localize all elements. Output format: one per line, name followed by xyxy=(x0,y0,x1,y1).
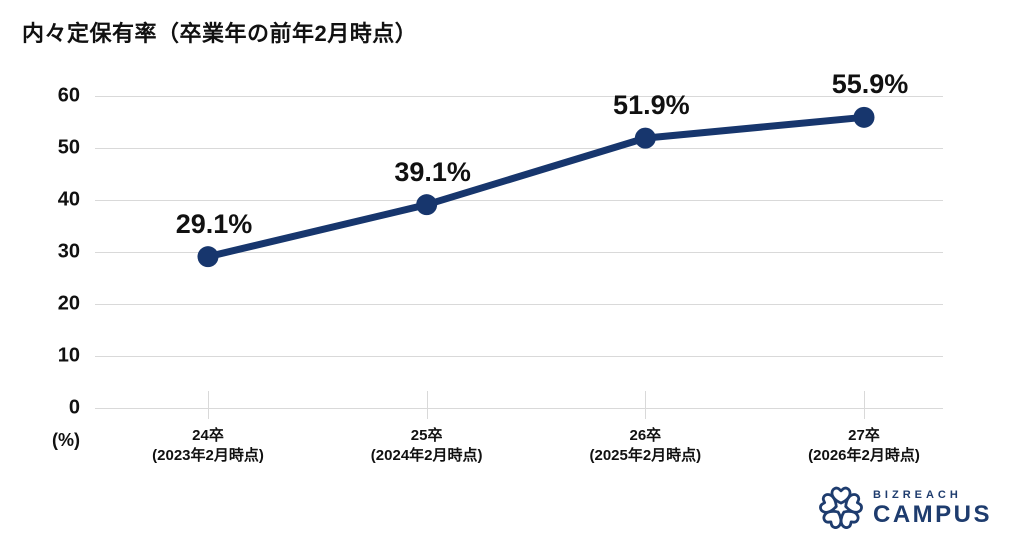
logo-brand-bottom: CAMPUS xyxy=(872,501,992,528)
data-point-label: 29.1% xyxy=(175,208,253,239)
x-axis-label-date: (2025年2月時点) xyxy=(589,447,702,464)
y-axis-unit-label: (%) xyxy=(52,430,80,450)
gridline xyxy=(95,408,943,409)
y-tick-label: 20 xyxy=(57,292,80,315)
data-point-marker xyxy=(853,106,875,128)
data-point-label: 55.9% xyxy=(831,69,909,100)
data-point-label: 51.9% xyxy=(613,90,690,121)
y-tick-label: 30 xyxy=(57,240,80,263)
gridline xyxy=(95,356,943,357)
logo-text: BIZREACH CAMPUS xyxy=(873,488,992,528)
y-tick-label: 60 xyxy=(57,84,80,107)
chart-title: 内々定保有率（卒業年の前年2月時点） xyxy=(22,21,418,46)
data-point-label: 39.1% xyxy=(394,156,471,187)
bizreach-campus-logo: BIZREACH CAMPUS xyxy=(817,484,992,532)
gridline xyxy=(95,96,943,97)
x-axis-label-date: (2024年2月時点) xyxy=(370,447,483,464)
gridline xyxy=(95,148,943,149)
x-axis-tick xyxy=(645,391,647,419)
x-axis-label: 24卒 (2023年2月時点) xyxy=(152,426,264,466)
x-axis-label-year: 26卒 xyxy=(629,427,662,444)
x-axis-label-date: (2023年2月時点) xyxy=(152,447,264,464)
y-tick-label: 50 xyxy=(57,136,80,159)
data-point-marker xyxy=(197,246,219,268)
gridline xyxy=(95,200,943,201)
y-tick-label: 40 xyxy=(57,188,80,211)
data-point-marker xyxy=(634,127,656,149)
data-point-marker xyxy=(416,194,438,216)
x-axis-label-year: 25卒 xyxy=(410,427,443,444)
y-tick-label: 0 xyxy=(68,396,80,419)
x-axis-tick xyxy=(208,391,209,419)
x-axis-tick xyxy=(426,391,428,419)
x-axis-label: 26卒 (2025年2月時点) xyxy=(589,426,701,466)
x-axis-label-year: 24卒 xyxy=(192,427,224,444)
flower-petal xyxy=(819,493,838,514)
x-axis-tick xyxy=(864,391,865,419)
gridline xyxy=(95,304,943,305)
x-axis-label-date: (2026年2月時点) xyxy=(808,447,920,464)
x-axis-label: 25卒 (2024年2月時点) xyxy=(371,426,483,466)
gridline xyxy=(95,252,943,253)
series-line xyxy=(204,113,868,261)
logo-brand-top: BIZREACH xyxy=(872,489,962,501)
y-tick-label: 10 xyxy=(57,344,80,367)
x-axis-label: 27卒 (2026年2月時点) xyxy=(808,426,920,466)
sakura-flower-icon xyxy=(819,486,863,529)
x-axis-label-year: 27卒 xyxy=(848,427,880,444)
